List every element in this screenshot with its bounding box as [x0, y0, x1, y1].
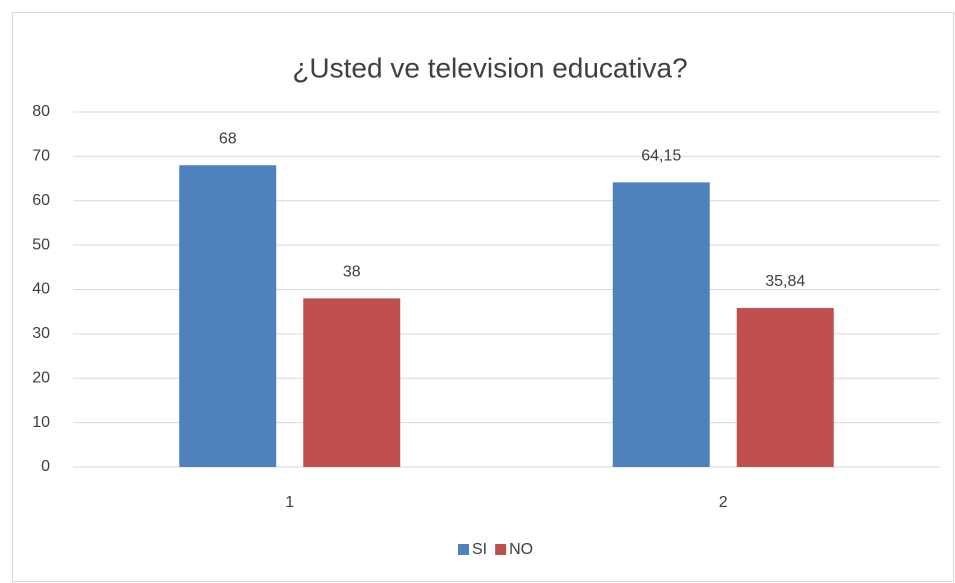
y-tick-label: 20: [32, 369, 50, 386]
data-label: 64,15: [641, 148, 681, 165]
y-tick-label: 70: [32, 148, 50, 165]
y-tick-label: 50: [32, 236, 50, 253]
chart-title: ¿Usted ve television educativa?: [292, 52, 687, 83]
legend-swatch: [495, 544, 507, 555]
y-tick-label: 0: [41, 458, 50, 475]
bar: [303, 298, 401, 467]
bar: [612, 182, 710, 467]
y-tick-label: 60: [32, 192, 50, 209]
x-tick-label: 2: [719, 494, 728, 511]
y-tick-label: 30: [32, 325, 50, 342]
legend-swatch: [458, 544, 469, 555]
y-tick-label: 10: [32, 414, 50, 431]
legend-label: SI: [472, 541, 487, 558]
y-tick-label: 40: [32, 281, 50, 298]
data-label: 68: [219, 130, 237, 147]
bar: [179, 165, 277, 467]
x-tick-label: 1: [285, 494, 294, 511]
y-tick-label: 80: [32, 103, 50, 120]
chart-frame: [12, 12, 954, 582]
data-label: 38: [343, 264, 361, 281]
data-label: 35,84: [765, 273, 805, 290]
legend-label: NO: [509, 541, 533, 558]
bar: [736, 307, 834, 467]
